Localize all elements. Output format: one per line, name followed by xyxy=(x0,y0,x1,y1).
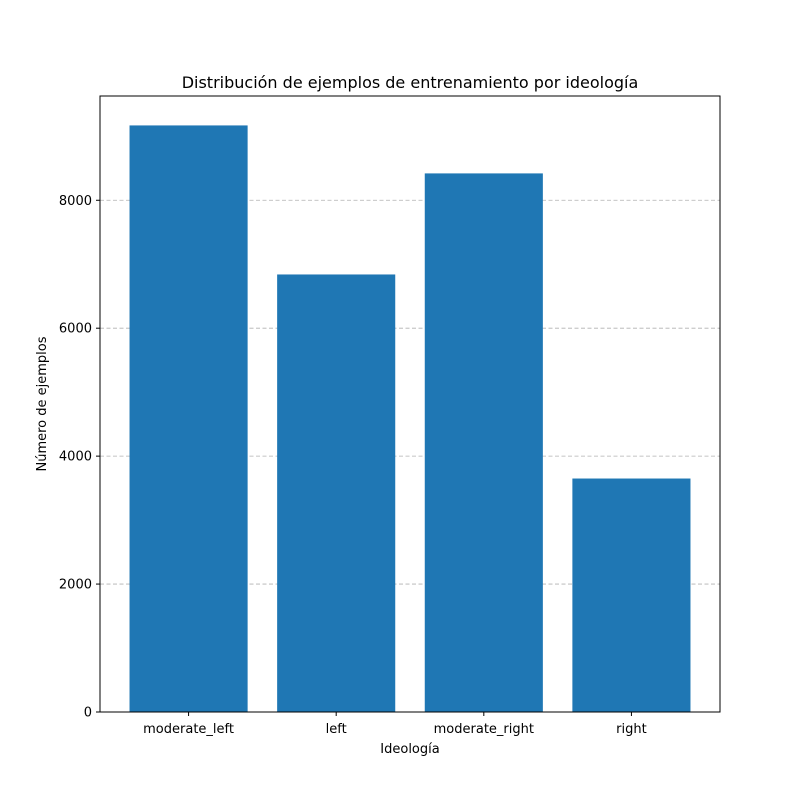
y-tick-label: 8000 xyxy=(59,194,92,209)
bar-moderate-left xyxy=(129,125,248,713)
axis-ticks: 0 2000 4000 6000 8000 moderate_left left modera… xyxy=(59,194,647,737)
x-tick-label: right xyxy=(616,722,647,737)
y-tick-label: 0 xyxy=(84,706,92,721)
y-tick-label: 6000 xyxy=(59,322,92,337)
y-axis-label: Número de ejemplos xyxy=(35,336,50,471)
x-tick-label: moderate_right xyxy=(434,722,534,737)
x-tick-label: moderate_left xyxy=(143,722,234,737)
y-tick-label: 4000 xyxy=(59,450,92,465)
plot-frame xyxy=(99,95,721,713)
chart-title: Distribución de ejemplos de entrenamient… xyxy=(182,73,639,92)
bar-moderate-right xyxy=(424,173,543,713)
bars xyxy=(129,125,691,713)
bar-right xyxy=(572,478,691,712)
x-axis-label: Ideología xyxy=(380,742,439,757)
bar-left xyxy=(277,274,396,712)
x-tick-label: left xyxy=(326,722,347,737)
y-tick-label: 2000 xyxy=(59,578,92,593)
